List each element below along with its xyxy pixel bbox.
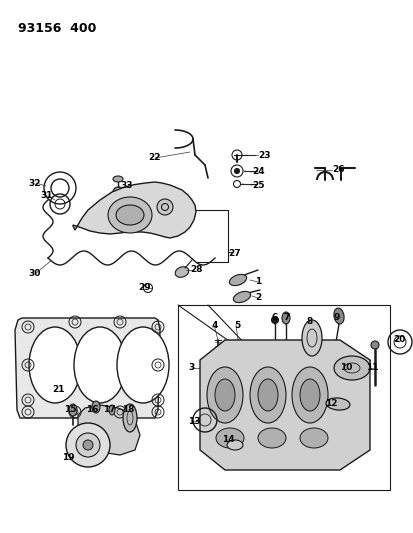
Ellipse shape	[116, 205, 144, 225]
Ellipse shape	[29, 327, 81, 403]
Ellipse shape	[117, 327, 169, 403]
Ellipse shape	[299, 428, 327, 448]
Text: 29: 29	[138, 284, 150, 293]
Circle shape	[83, 440, 93, 450]
Text: 14: 14	[221, 435, 234, 445]
Ellipse shape	[233, 292, 250, 303]
Text: 27: 27	[228, 248, 240, 257]
Text: 31: 31	[40, 191, 52, 200]
Text: 6: 6	[271, 313, 278, 322]
Text: 3: 3	[188, 364, 194, 373]
Ellipse shape	[257, 428, 285, 448]
Text: 12: 12	[324, 400, 337, 408]
Text: 21: 21	[52, 385, 64, 394]
Text: 19: 19	[62, 454, 74, 463]
Ellipse shape	[301, 320, 321, 356]
Ellipse shape	[257, 379, 277, 411]
Text: 9: 9	[333, 313, 339, 322]
Text: 20: 20	[392, 335, 404, 344]
Ellipse shape	[229, 274, 246, 286]
Ellipse shape	[333, 356, 369, 380]
Ellipse shape	[299, 379, 319, 411]
Text: 16: 16	[86, 406, 98, 415]
Ellipse shape	[206, 367, 242, 423]
Ellipse shape	[325, 398, 349, 410]
Text: 26: 26	[331, 166, 344, 174]
Ellipse shape	[281, 312, 289, 324]
Text: 30: 30	[28, 269, 40, 278]
Ellipse shape	[216, 428, 243, 448]
Text: 17: 17	[103, 406, 115, 415]
Text: 10: 10	[339, 364, 351, 373]
Ellipse shape	[69, 404, 77, 416]
Text: 28: 28	[190, 265, 202, 274]
Circle shape	[76, 433, 100, 457]
Circle shape	[271, 317, 278, 324]
Circle shape	[370, 341, 378, 349]
Ellipse shape	[249, 367, 285, 423]
Circle shape	[66, 423, 110, 467]
Bar	[178, 305, 389, 490]
Text: 2: 2	[254, 294, 261, 303]
Polygon shape	[15, 318, 159, 418]
Text: 24: 24	[252, 167, 264, 176]
Circle shape	[113, 187, 123, 197]
Ellipse shape	[123, 404, 137, 432]
Text: 18: 18	[122, 406, 134, 415]
Ellipse shape	[92, 401, 100, 413]
Circle shape	[157, 199, 173, 215]
Ellipse shape	[113, 176, 123, 182]
Text: 7: 7	[282, 313, 289, 322]
Polygon shape	[78, 405, 140, 455]
Ellipse shape	[226, 440, 242, 450]
Text: 13: 13	[188, 417, 200, 426]
Text: 23: 23	[257, 150, 270, 159]
Text: 32: 32	[28, 179, 40, 188]
Text: 93156  400: 93156 400	[18, 22, 96, 35]
Ellipse shape	[108, 197, 152, 233]
Text: 25: 25	[252, 181, 264, 190]
Ellipse shape	[214, 379, 235, 411]
Ellipse shape	[109, 405, 115, 415]
Polygon shape	[73, 182, 195, 238]
Text: 4: 4	[211, 320, 218, 329]
Ellipse shape	[175, 266, 188, 277]
Polygon shape	[199, 340, 369, 470]
Ellipse shape	[74, 327, 126, 403]
Text: 5: 5	[233, 320, 240, 329]
Text: 11: 11	[365, 364, 377, 373]
Text: 22: 22	[147, 154, 160, 163]
Text: 15: 15	[64, 406, 76, 415]
Text: 1: 1	[254, 278, 261, 287]
Ellipse shape	[291, 367, 327, 423]
Circle shape	[234, 168, 239, 174]
Text: 8: 8	[306, 318, 313, 327]
Text: 33: 33	[120, 182, 132, 190]
Ellipse shape	[333, 308, 343, 324]
